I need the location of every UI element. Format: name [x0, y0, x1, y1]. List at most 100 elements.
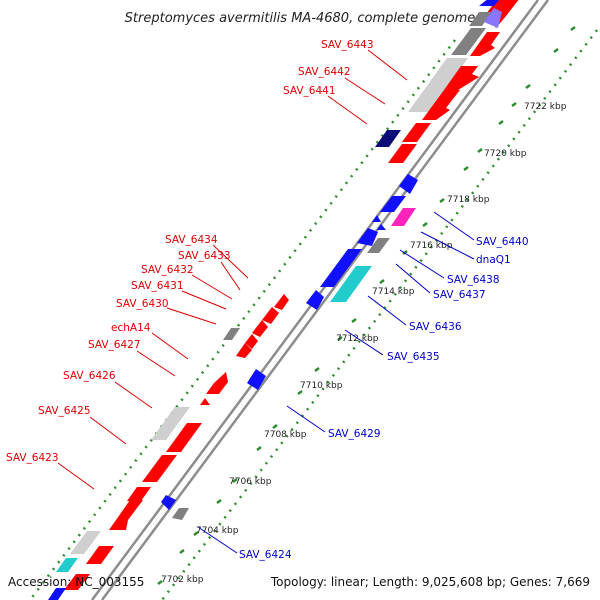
scale-tick [256, 446, 262, 451]
gene-top-purple [484, 8, 502, 28]
backbone-line-right [100, 0, 550, 600]
scale-label: 7716 kbp [410, 241, 453, 251]
scale-tick [477, 148, 483, 153]
gene-blue-e [306, 290, 324, 310]
scale-label: 7712 kbp [336, 334, 379, 344]
callout-line [220, 261, 241, 291]
gene-sav-6432 [252, 320, 268, 337]
gene-sav-6435-cyan [330, 266, 372, 302]
gene-red-g [127, 487, 151, 501]
callout-line [367, 295, 407, 326]
gene-sav-6424-blue [161, 495, 176, 510]
gene-red-a [470, 32, 500, 56]
gene-sav-6427b [200, 398, 210, 405]
callout-line [166, 307, 217, 325]
scale-tick [157, 580, 163, 585]
callout-line [286, 405, 326, 433]
callout-line [433, 211, 475, 241]
callout-line [344, 77, 386, 105]
gene-label-right: SAV_6424 [239, 549, 292, 561]
gene-label-left: SAV_6427 [88, 339, 141, 351]
gene-sav-6434 [274, 294, 289, 310]
gene-label-right: SAV_6440 [476, 236, 529, 248]
gene-label-right: SAV_6438 [447, 274, 500, 286]
gene-sav-6437-gray [367, 238, 390, 253]
callout-line [89, 416, 127, 445]
gene-red-e [402, 123, 431, 142]
scale-tick [179, 549, 185, 554]
gene-red-b [444, 66, 479, 90]
gene-label-left: SAV_6443 [321, 39, 374, 51]
gene-sav-6431 [245, 334, 258, 349]
gene-blue-c [372, 215, 381, 222]
gene-lightgray-b [70, 531, 101, 554]
scale-tick [297, 390, 303, 395]
gene-sav-6423 [109, 500, 143, 530]
gene-label-right: SAV_6429 [328, 428, 381, 440]
scale-tick [337, 336, 343, 341]
scale-tick [439, 198, 445, 203]
gene-label-left: SAV_6434 [165, 234, 218, 246]
gene-sav-6443 [451, 28, 486, 55]
guide-left-outer [29, 39, 456, 600]
gene-dnaq1 [391, 208, 416, 226]
right-gene-labels: SAV_6440 dnaQ1 SAV_6438 SAV_6437 SAV_6436 SAV… [197, 211, 529, 561]
callout-line [327, 95, 368, 125]
gene-sav-6427 [206, 372, 228, 394]
gene-label-left: SAV_6430 [116, 298, 169, 310]
scale-tick [463, 166, 469, 171]
gene-label-right: dnaQ1 [476, 254, 511, 266]
scale-label: 7710 kbp [300, 381, 343, 391]
scale-tick [402, 250, 408, 255]
callout-line [191, 274, 233, 300]
gene-blue-d [377, 224, 386, 230]
scale-label: 7706 kbp [229, 477, 272, 487]
accession-label: Accession: NC_003155 [8, 575, 144, 589]
genes-upper-strand [48, 0, 519, 600]
scale-label: 7708 kbp [264, 430, 307, 440]
gene-blue-b [380, 196, 406, 212]
scale-tick [216, 499, 222, 504]
callout-line [57, 462, 95, 490]
scale-label: 7718 kbp [447, 195, 490, 205]
gene-sav-6441-navy [375, 130, 401, 147]
callout-line [367, 49, 408, 81]
scale-tick [498, 120, 504, 125]
gene-sav-6426-gray [151, 407, 190, 440]
scale-tick [511, 102, 517, 107]
gene-sav-6442 [408, 58, 468, 112]
scale-label: 7720 kbp [484, 149, 527, 159]
scale-label: 7702 kbp [161, 575, 204, 585]
gene-sav-6433 [262, 307, 279, 324]
callout-line [181, 290, 227, 310]
gene-red-bottom [64, 574, 90, 590]
scale-label: 7704 kbp [196, 526, 239, 536]
gene-label-left: echA14 [111, 322, 151, 334]
gene-label-left: SAV_6442 [298, 66, 351, 78]
gene-sav-6440 [399, 174, 418, 194]
gene-label-right: SAV_6437 [433, 289, 486, 301]
callout-line [344, 329, 384, 356]
scale-label: 7722 kbp [524, 102, 567, 112]
scale-tick [570, 26, 576, 31]
callout-line [114, 381, 153, 409]
gene-label-left: SAV_6423 [6, 452, 59, 464]
scale-tick [553, 48, 559, 53]
gene-top-blue-arrow [479, 0, 500, 6]
gene-label-left: SAV_6432 [141, 264, 194, 276]
callout-line [197, 526, 238, 554]
gene-cyan-bottom [56, 558, 78, 572]
scale-tick [193, 531, 199, 536]
scale-tick [422, 222, 428, 227]
gene-blue-bottom [48, 588, 66, 600]
gene-sav-6445-gray [469, 12, 492, 26]
callout-line [395, 263, 431, 294]
gene-red-d [388, 144, 417, 163]
genes-lower-strand [161, 174, 418, 520]
scale-guides [29, 29, 598, 600]
callout-line [420, 231, 475, 260]
gene-sav-6425 [166, 423, 202, 452]
scale-tick [232, 478, 238, 483]
gene-red-c [422, 90, 460, 120]
